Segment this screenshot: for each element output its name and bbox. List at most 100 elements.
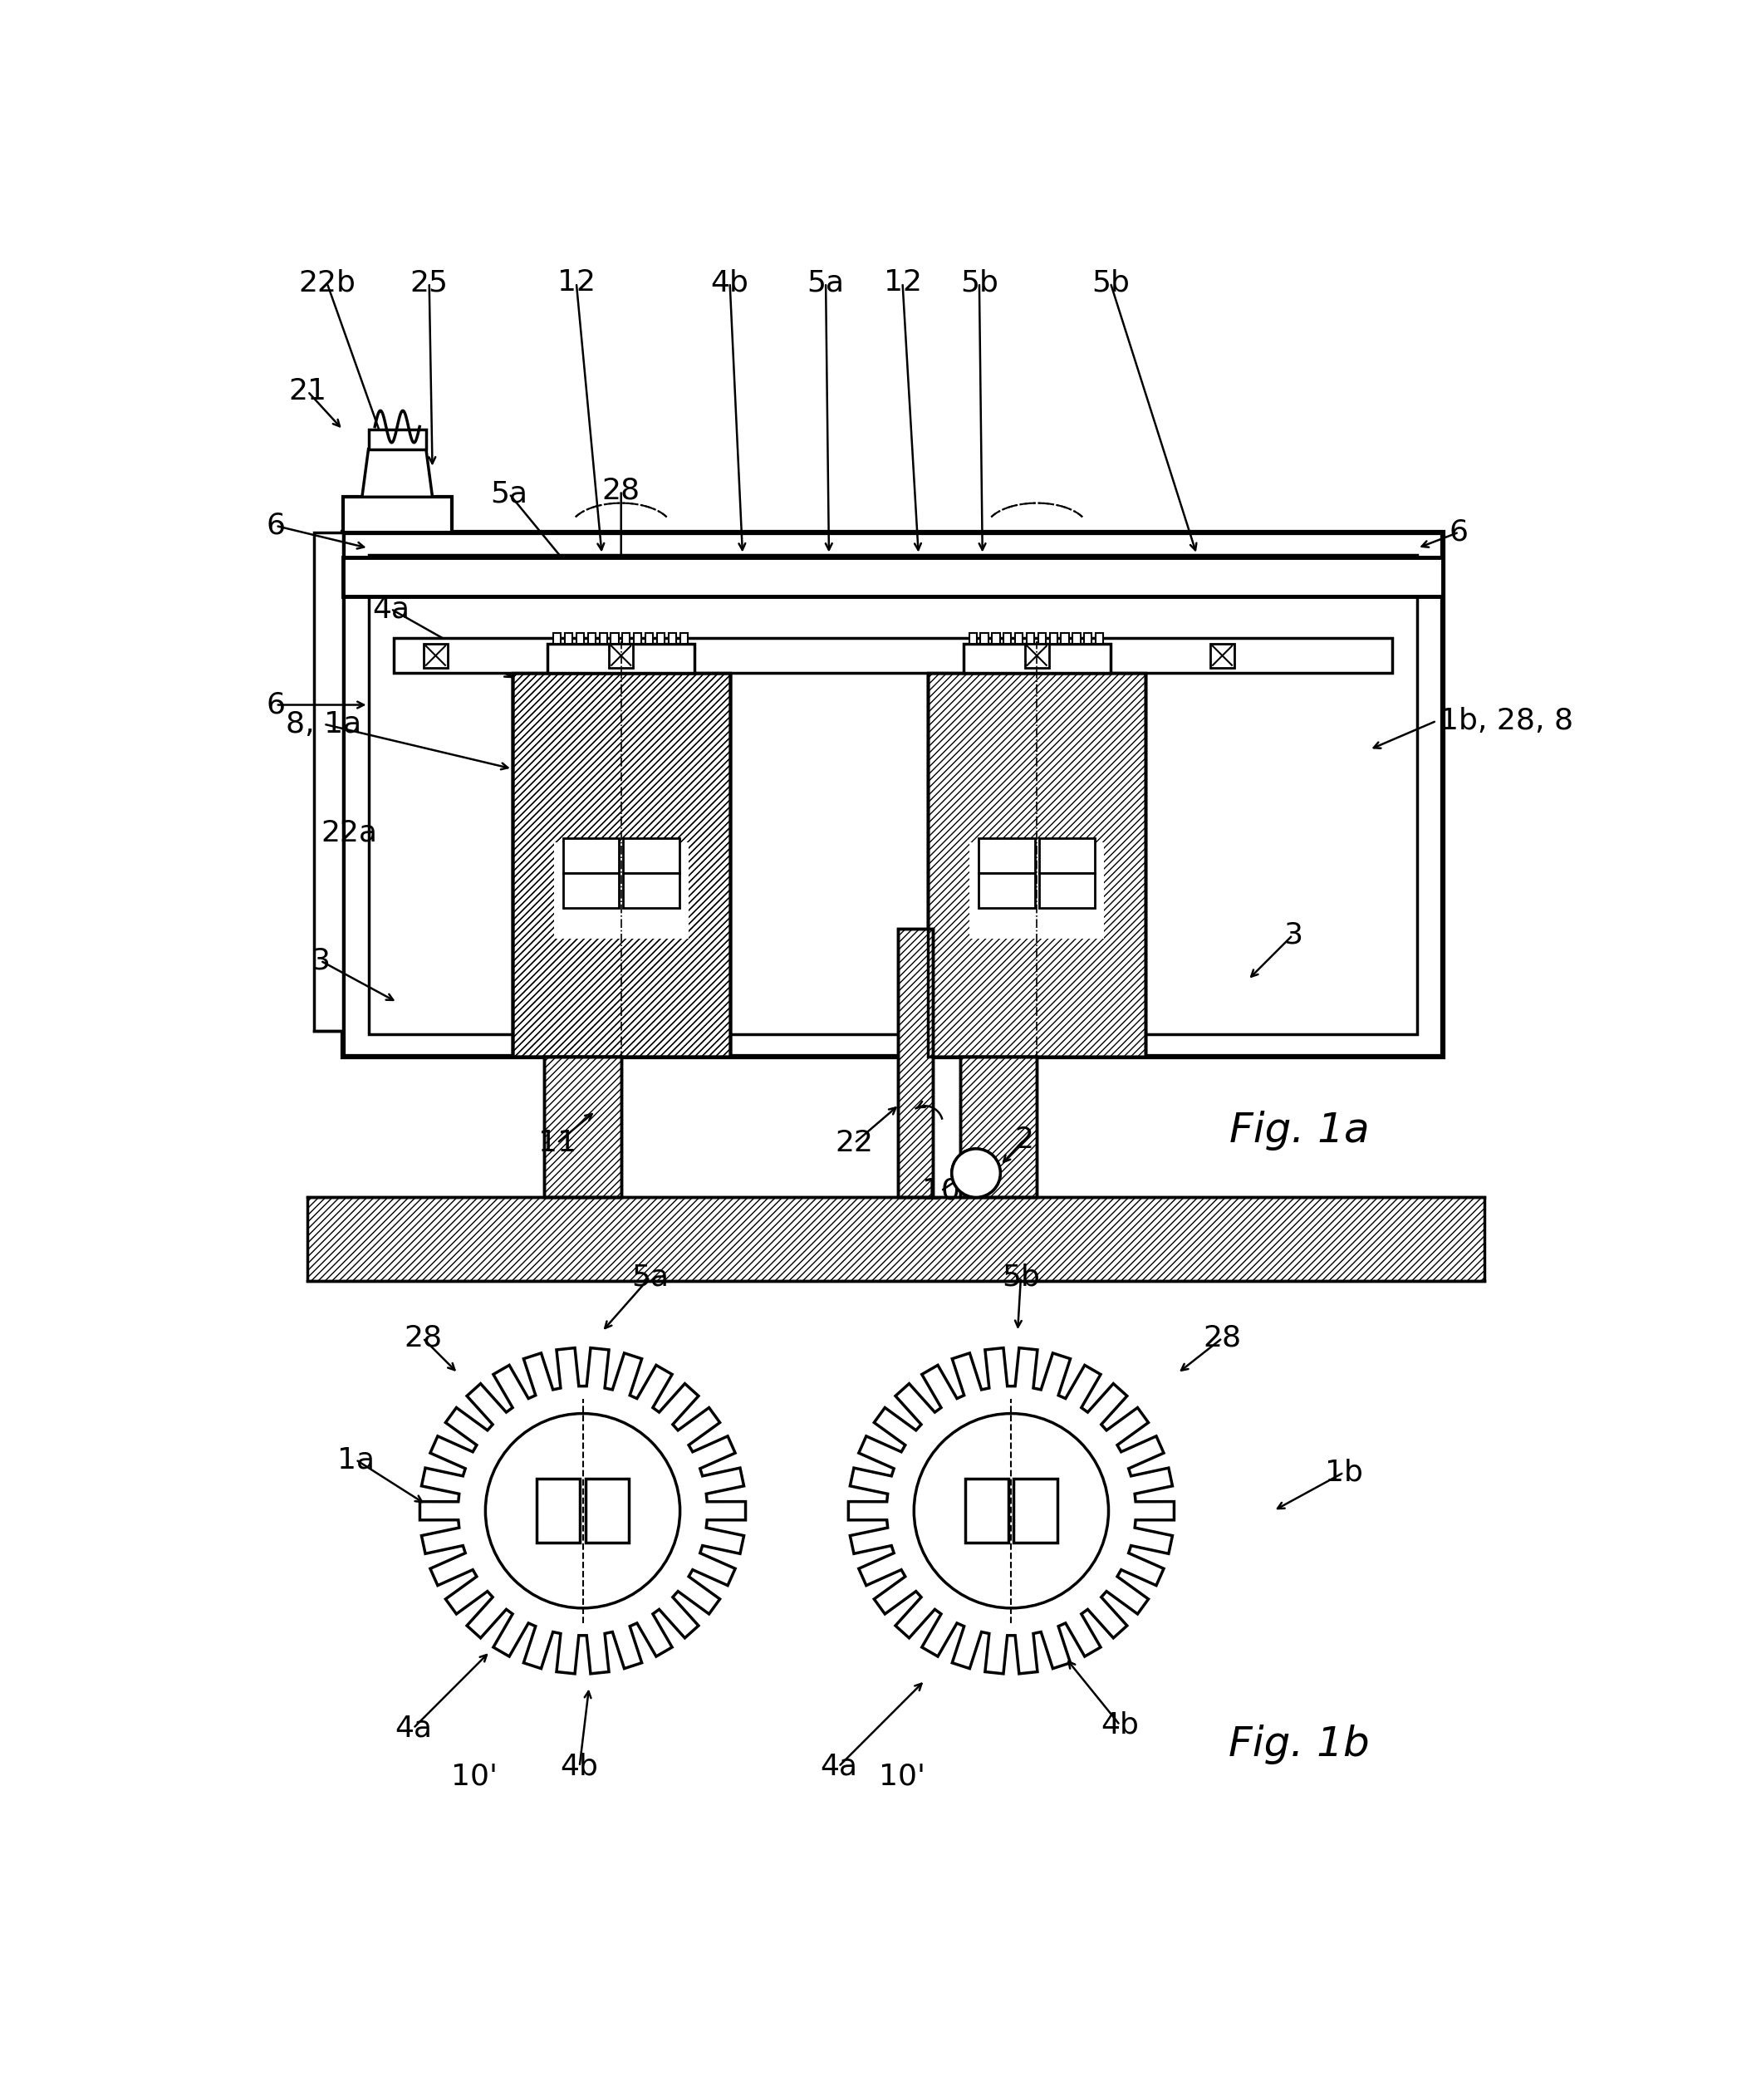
Text: 6: 6 <box>1449 519 1469 546</box>
Bar <box>611 632 618 645</box>
Bar <box>343 559 1442 596</box>
Polygon shape <box>419 1348 745 1674</box>
Bar <box>979 838 1035 874</box>
Bar <box>963 645 1111 672</box>
Bar <box>623 838 680 874</box>
Text: N: N <box>643 880 659 901</box>
Bar <box>313 531 343 1031</box>
Bar <box>576 632 585 645</box>
Bar <box>960 1056 1037 1197</box>
Text: 5b: 5b <box>1092 269 1129 296</box>
Bar <box>1014 632 1023 645</box>
Text: S: S <box>1060 846 1074 865</box>
Bar <box>1027 632 1034 645</box>
Bar <box>898 928 933 1197</box>
Bar <box>564 874 620 909</box>
Bar <box>1210 643 1234 668</box>
Text: 12: 12 <box>556 269 595 296</box>
Text: 1b: 1b <box>1324 1457 1363 1487</box>
Text: 8, 1a: 8, 1a <box>285 710 361 739</box>
Text: 4a: 4a <box>821 1754 858 1781</box>
Text: 4b: 4b <box>560 1754 599 1781</box>
Text: 5a: 5a <box>491 479 528 508</box>
Bar <box>969 632 977 645</box>
Text: 2: 2 <box>1014 1126 1034 1153</box>
Text: 4a: 4a <box>394 1714 431 1743</box>
Bar <box>588 632 595 645</box>
Bar <box>645 632 653 645</box>
Circle shape <box>914 1413 1108 1609</box>
Bar <box>960 1056 1037 1197</box>
Text: 3: 3 <box>312 947 329 974</box>
Polygon shape <box>363 449 433 498</box>
Bar <box>1085 632 1092 645</box>
Text: 25: 25 <box>410 269 449 296</box>
Bar <box>991 632 1000 645</box>
Text: 11: 11 <box>539 1130 576 1157</box>
Bar <box>965 1478 1009 1544</box>
Text: S: S <box>1025 1493 1046 1529</box>
Bar <box>609 643 634 668</box>
Bar <box>308 1197 1485 1281</box>
Bar <box>423 643 447 668</box>
Bar <box>1037 632 1046 645</box>
Bar <box>1050 632 1057 645</box>
Bar <box>512 672 729 1056</box>
Bar <box>537 1478 579 1544</box>
Bar <box>553 632 562 645</box>
Bar <box>669 632 676 645</box>
Bar <box>565 632 572 645</box>
Text: 5b: 5b <box>960 269 998 296</box>
Circle shape <box>486 1413 680 1609</box>
Bar <box>1004 632 1011 645</box>
Bar <box>623 874 680 909</box>
Bar <box>928 672 1146 1056</box>
Bar <box>1039 838 1095 874</box>
Bar <box>544 1056 622 1197</box>
Circle shape <box>951 1149 1000 1197</box>
Bar <box>585 1478 629 1544</box>
Bar <box>1095 632 1104 645</box>
Bar <box>657 632 664 645</box>
Bar <box>1025 643 1050 668</box>
Text: S: S <box>645 846 659 865</box>
Text: 1a: 1a <box>336 1445 375 1474</box>
Text: 22: 22 <box>835 1130 873 1157</box>
Bar <box>1072 632 1079 645</box>
Text: 28: 28 <box>403 1323 442 1352</box>
Bar <box>622 632 630 645</box>
Text: 6: 6 <box>266 691 285 718</box>
Bar <box>343 498 451 531</box>
Text: 3: 3 <box>1284 922 1301 949</box>
Text: Fig. 1a: Fig. 1a <box>1229 1111 1368 1151</box>
Text: 28: 28 <box>602 477 641 504</box>
Bar <box>1039 874 1095 909</box>
Bar <box>564 838 620 874</box>
Text: 5b: 5b <box>1002 1264 1041 1292</box>
Text: 4b: 4b <box>711 269 748 296</box>
Text: S: S <box>585 880 597 901</box>
Bar <box>979 874 1035 909</box>
Text: 6: 6 <box>266 512 285 540</box>
Text: 10': 10' <box>879 1762 926 1791</box>
Bar <box>512 672 729 1056</box>
Bar <box>970 842 1104 939</box>
Text: 10': 10' <box>451 1762 497 1791</box>
Bar <box>680 632 687 645</box>
Bar <box>981 632 988 645</box>
Text: S: S <box>595 1493 618 1529</box>
Bar <box>1062 632 1069 645</box>
Bar <box>599 632 608 645</box>
Text: 30: 30 <box>377 466 416 496</box>
Bar <box>634 632 641 645</box>
Text: S: S <box>1000 880 1013 901</box>
Text: 5a: 5a <box>807 269 845 296</box>
Bar <box>548 645 694 672</box>
Text: N: N <box>546 1493 571 1529</box>
Text: Fig. 1b: Fig. 1b <box>1229 1724 1370 1764</box>
Bar <box>555 842 689 939</box>
Bar <box>343 531 1442 1056</box>
Text: N: N <box>998 846 1014 865</box>
Text: 28: 28 <box>1203 1323 1242 1352</box>
Text: 22a: 22a <box>321 819 377 846</box>
